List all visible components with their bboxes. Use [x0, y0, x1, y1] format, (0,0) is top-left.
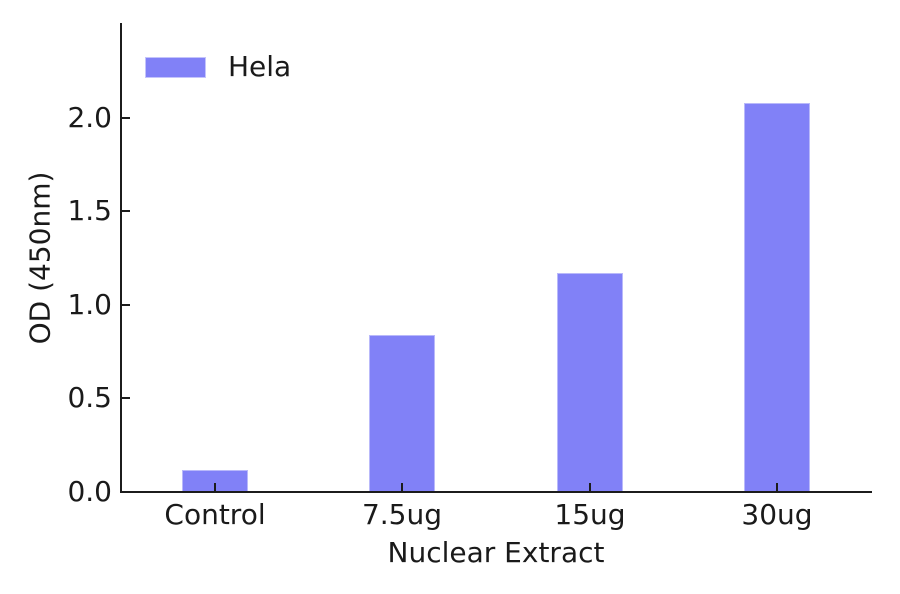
bar-15ug — [557, 273, 623, 492]
y-tick-mark — [122, 397, 130, 400]
legend-series-label: Hela — [228, 50, 292, 83]
x-tick-mark — [401, 483, 403, 491]
x-axis-line — [120, 491, 872, 493]
x-tick-label: 15ug — [554, 498, 626, 531]
y-tick-label: 0.5 — [67, 381, 112, 415]
x-tick-mark — [589, 483, 591, 491]
bar-30ug — [744, 103, 810, 492]
legend: Hela — [145, 52, 291, 82]
y-tick-mark — [122, 491, 130, 493]
x-tick-label: 30ug — [741, 498, 813, 531]
y-tick-mark — [122, 116, 130, 119]
x-axis-title: Nuclear Extract — [387, 536, 605, 569]
legend-swatch — [145, 56, 206, 78]
bar-7-5ug — [369, 335, 435, 492]
y-tick-label: 1.0 — [67, 287, 112, 321]
y-tick-mark — [122, 303, 130, 306]
x-tick-mark — [776, 483, 778, 491]
y-tick-label: 1.5 — [67, 194, 112, 228]
y-tick-label: 2.0 — [67, 100, 112, 134]
y-tick-label: 0.0 — [67, 475, 112, 508]
x-tick-label: Control — [164, 498, 266, 531]
x-tick-label: 7.5ug — [361, 498, 443, 531]
x-tick-mark — [214, 483, 216, 491]
y-tick-mark — [122, 210, 130, 213]
y-axis-line — [120, 23, 122, 493]
